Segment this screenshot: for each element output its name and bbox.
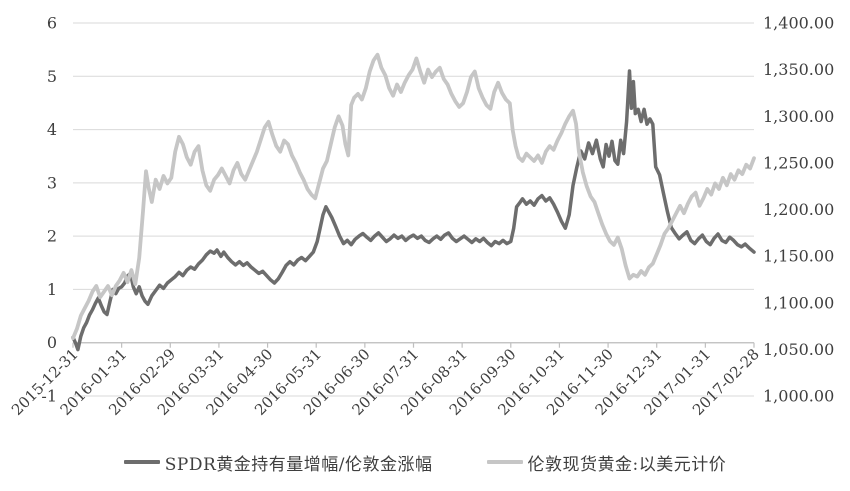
y-axis-left-tick-label: -1 — [41, 387, 57, 406]
legend-swatch-dark-line — [123, 460, 160, 464]
y-axis-right-tick-label: 1,050.00 — [763, 340, 834, 359]
y-axis-left-tick-label: 0 — [47, 333, 57, 352]
y-axis-left-tick-label: 5 — [47, 67, 57, 86]
y-axis-left-tick-label: 4 — [47, 120, 57, 139]
y-axis-right-tick-label: 1,000.00 — [763, 387, 834, 406]
y-axis-right-tick-label: 1,250.00 — [763, 153, 834, 172]
y-axis-left-tick-label: 6 — [47, 14, 57, 33]
y-axis-right-tick-label: 1,100.00 — [763, 293, 834, 312]
legend-label-london-spot-gold: 伦敦现货黄金:以美元计价 — [527, 454, 727, 475]
y-axis-left-tick-label: 3 — [47, 173, 57, 192]
y-axis-left-tick-label: 2 — [47, 227, 57, 246]
y-axis-right-tick-label: 1,150.00 — [763, 247, 834, 266]
y-axis-left-tick-label: 1 — [47, 280, 57, 299]
y-axis-right-tick-label: 1,300.00 — [763, 107, 834, 126]
y-axis-right-tick-label: 1,200.00 — [763, 200, 834, 219]
legend-label-spdr-ratio: SPDR黄金持有量增幅/伦敦金涨幅 — [164, 454, 433, 475]
series-line-spdr-ratio — [71, 69, 756, 352]
y-axis-right-tick-label: 1,350.00 — [763, 60, 834, 79]
series-line-london-spot-gold — [71, 52, 756, 341]
legend-item-spdr-ratio: SPDR黄金持有量增幅/伦敦金涨幅 — [123, 450, 433, 475]
legend-swatch-light-line — [486, 460, 523, 464]
legend-item-london-spot-gold: 伦敦现货黄金:以美元计价 — [486, 450, 727, 475]
y-axis-right-tick-label: 1,400.00 — [763, 14, 834, 33]
chart-legend: SPDR黄金持有量增幅/伦敦金涨幅 伦敦现货黄金:以美元计价 — [0, 449, 850, 475]
